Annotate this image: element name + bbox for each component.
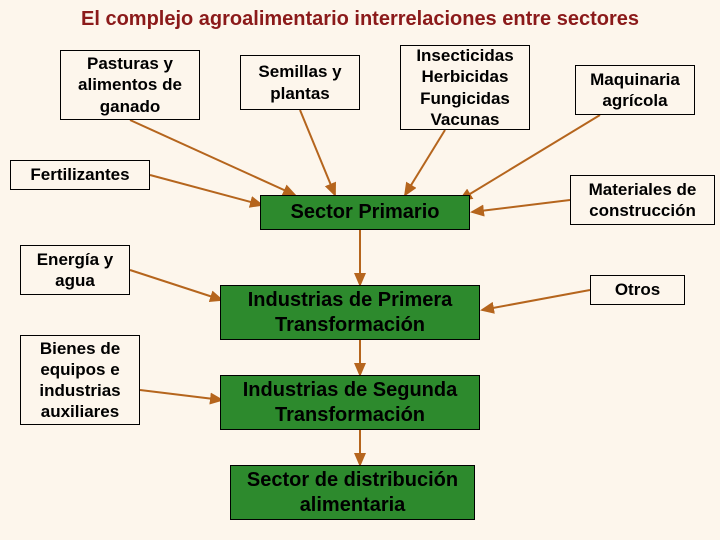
box-ind1-label: Industrias de Primera Transformación — [242, 286, 459, 340]
box-ind1: Industrias de Primera Transformación — [220, 285, 480, 340]
box-pasturas: Pasturas y alimentos de ganado — [60, 50, 200, 120]
box-distrib-label: Sector de distribución alimentaria — [241, 466, 464, 520]
box-sector1-label: Sector Primario — [285, 198, 446, 227]
box-materiales: Materiales de construcción — [570, 175, 715, 225]
box-energia-label: Energía y agua — [31, 247, 120, 294]
connector-semillas-to-sector1 — [300, 110, 335, 195]
box-semillas-label: Semillas y plantas — [252, 59, 347, 106]
box-otros: Otros — [590, 275, 685, 305]
connector-energia-to-ind1 — [130, 270, 222, 300]
box-ind2-label: Industrias de Segunda Transformación — [237, 376, 463, 430]
box-materiales-label: Materiales de construcción — [583, 177, 703, 224]
box-distrib: Sector de distribución alimentaria — [230, 465, 475, 520]
box-maquin: Maquinaria agrícola — [575, 65, 695, 115]
box-otros-label: Otros — [609, 277, 666, 302]
box-fertil: Fertilizantes — [10, 160, 150, 190]
title-text: El complejo agroalimentario interrelacio… — [81, 8, 639, 30]
box-energia: Energía y agua — [20, 245, 130, 295]
box-fertil-label: Fertilizantes — [24, 162, 135, 187]
box-pasturas-label: Pasturas y alimentos de ganado — [72, 51, 188, 119]
box-insect: Insecticidas Herbicidas Fungicidas Vacun… — [400, 45, 530, 130]
connector-fertil-to-sector1 — [150, 175, 262, 205]
connector-materiales-to-sector1 — [472, 200, 570, 212]
box-ind2: Industrias de Segunda Transformación — [220, 375, 480, 430]
connector-pasturas-to-sector1 — [130, 120, 295, 195]
box-semillas: Semillas y plantas — [240, 55, 360, 110]
connector-otros-to-ind1 — [482, 290, 590, 310]
box-insect-label: Insecticidas Herbicidas Fungicidas Vacun… — [410, 43, 519, 132]
box-bienes: Bienes de equipos e industrias auxiliare… — [20, 335, 140, 425]
box-sector1: Sector Primario — [260, 195, 470, 230]
connector-bienes-to-ind2 — [140, 390, 222, 400]
page-title: El complejo agroalimentario interrelacio… — [0, 8, 720, 31]
box-maquin-label: Maquinaria agrícola — [584, 67, 686, 114]
box-bienes-label: Bienes de equipos e industrias auxiliare… — [33, 336, 126, 425]
connector-insect-to-sector1 — [405, 130, 445, 195]
